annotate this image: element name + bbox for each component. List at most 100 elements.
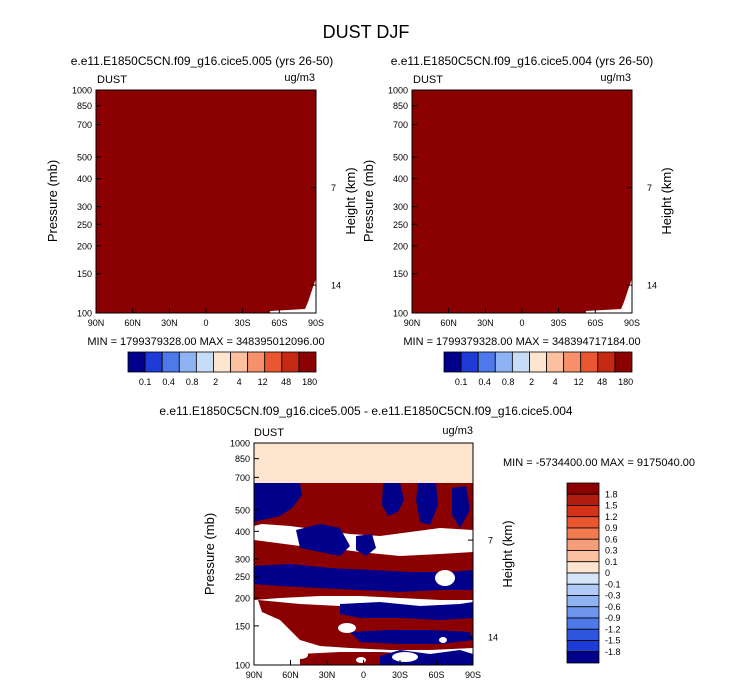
colorbar-box <box>597 351 616 373</box>
colorbar-label: 0.1 <box>455 377 468 387</box>
colorbar-label: 1.5 <box>605 501 618 511</box>
x-tick-label: 60S <box>428 670 444 680</box>
colorbar-label: 1.8 <box>605 489 618 499</box>
x-tick-label: 60S <box>271 318 287 328</box>
colorbar-label: 0.1 <box>139 377 152 387</box>
y-tick-label: 400 <box>77 174 92 184</box>
panel-difference: e.e11.E1850C5CN.f09_g16.cice5.005 - e.e1… <box>159 404 695 680</box>
x-tick-label: 60N <box>282 670 299 680</box>
colorbar-box <box>566 516 600 529</box>
y-tick-label: 400 <box>235 527 250 537</box>
colorbar-box <box>230 351 249 373</box>
colorbar-box <box>298 351 317 373</box>
x-tick-label: 30S <box>551 318 567 328</box>
colorbar-label: 2 <box>213 377 218 387</box>
y-tick-label: 300 <box>393 202 408 212</box>
x-tick-label: 90S <box>465 670 481 680</box>
colorbar-label: 2 <box>529 377 534 387</box>
colorbar-label: 48 <box>597 377 607 387</box>
colorbar-box <box>614 351 633 373</box>
y-tick-label: 100 <box>77 309 92 319</box>
colorbar-box <box>566 527 600 540</box>
colorbar-label: -1.5 <box>605 636 621 646</box>
y-tick-label: 700 <box>235 473 250 483</box>
right-y-tick-label: 14 <box>488 633 498 643</box>
colorbar-label: 4 <box>553 377 558 387</box>
y-tick-label: 500 <box>235 505 250 515</box>
colorbar-box <box>511 351 530 373</box>
missing-data-region <box>586 268 636 313</box>
colorbar-box <box>566 606 600 619</box>
colorbar-box <box>566 538 600 551</box>
colorbar-label: -0.9 <box>605 613 621 623</box>
colorbar-box <box>546 351 565 373</box>
colorbar-label: 48 <box>281 377 291 387</box>
y-tick-label: 150 <box>235 621 250 631</box>
colorbar-box <box>566 493 600 506</box>
y-tick-label: 850 <box>235 454 250 464</box>
colorbar-label: -0.1 <box>605 579 621 589</box>
colorbar-box <box>477 351 496 373</box>
min-max-label: MIN = 1799379328.00 MAX = 348394717184.0… <box>403 336 640 348</box>
x-axis: 90N 60N 30N 0 30S 60S 90S <box>246 660 481 680</box>
right-y-axis-label: Height (km) <box>500 520 515 587</box>
colorbar-label: -1.8 <box>605 647 621 657</box>
x-tick-label: 60S <box>587 318 603 328</box>
y-tick-label: 500 <box>393 153 408 163</box>
x-tick-label: 0 <box>361 670 366 680</box>
y-tick-label: 150 <box>393 269 408 279</box>
colorbar-box <box>281 351 300 373</box>
field-fill <box>96 90 320 313</box>
colorbar-label: 0.1 <box>605 557 618 567</box>
colorbar-label: 180 <box>302 377 317 387</box>
colorbar-label: -0.6 <box>605 602 621 612</box>
colorbar-box <box>494 351 513 373</box>
y-tick-label: 700 <box>393 120 408 130</box>
colorbar-box <box>566 561 600 574</box>
variable-label: DUST <box>254 427 284 439</box>
x-tick-label: 30N <box>161 318 178 328</box>
x-tick-label: 60N <box>124 318 141 328</box>
units-label: ug/m3 <box>442 425 473 437</box>
colorbar-box <box>566 595 600 608</box>
colorbar: 0.1 0.4 0.8 2 4 12 48 180 <box>443 351 633 387</box>
y-tick-label: 150 <box>77 269 92 279</box>
colorbar-label: 0 <box>605 568 610 578</box>
colorbar-box <box>566 617 600 630</box>
colorbar-box <box>566 640 600 653</box>
colorbar-label: 0.3 <box>605 546 618 556</box>
x-tick-label: 90N <box>88 318 105 328</box>
y-tick-label: 400 <box>393 174 408 184</box>
colorbar-box <box>460 351 479 373</box>
variable-label: DUST <box>413 74 443 86</box>
variable-label: DUST <box>97 74 127 86</box>
colorbar-box <box>580 351 599 373</box>
x-axis: 90N 60N 30N 0 30S 60S 90S <box>88 308 324 328</box>
x-tick-label: 90S <box>308 318 324 328</box>
right-y-tick-label: 7 <box>647 183 652 193</box>
colorbar-box <box>144 351 163 373</box>
y-tick-label: 300 <box>77 202 92 212</box>
colorbar-box <box>566 583 600 596</box>
colorbar-label: 12 <box>258 377 268 387</box>
colorbar-label: 1.2 <box>605 512 618 522</box>
colorbar-box <box>264 351 283 373</box>
right-y-axis: 14 7 <box>627 183 657 291</box>
field-fill <box>254 443 473 665</box>
colorbar-label: 0.4 <box>162 377 175 387</box>
y-tick-label: 100 <box>393 309 408 319</box>
negative-regions <box>254 483 473 665</box>
x-tick-label: 30S <box>392 670 408 680</box>
colorbar-box <box>566 550 600 563</box>
x-tick-label: 0 <box>519 318 524 328</box>
upper-level-band <box>254 443 473 483</box>
near-zero-holes <box>292 570 455 663</box>
y-axis-label: Pressure (mb) <box>361 160 376 242</box>
colorbar-box <box>566 572 600 585</box>
colorbar-box <box>247 351 266 373</box>
x-tick-label: 30N <box>319 670 336 680</box>
y-tick-label: 250 <box>393 220 408 230</box>
y-tick-label: 1000 <box>388 86 408 96</box>
colorbar-label: 0.8 <box>502 377 515 387</box>
min-max-label: MIN = 1799379328.00 MAX = 348395012096.0… <box>87 336 324 348</box>
